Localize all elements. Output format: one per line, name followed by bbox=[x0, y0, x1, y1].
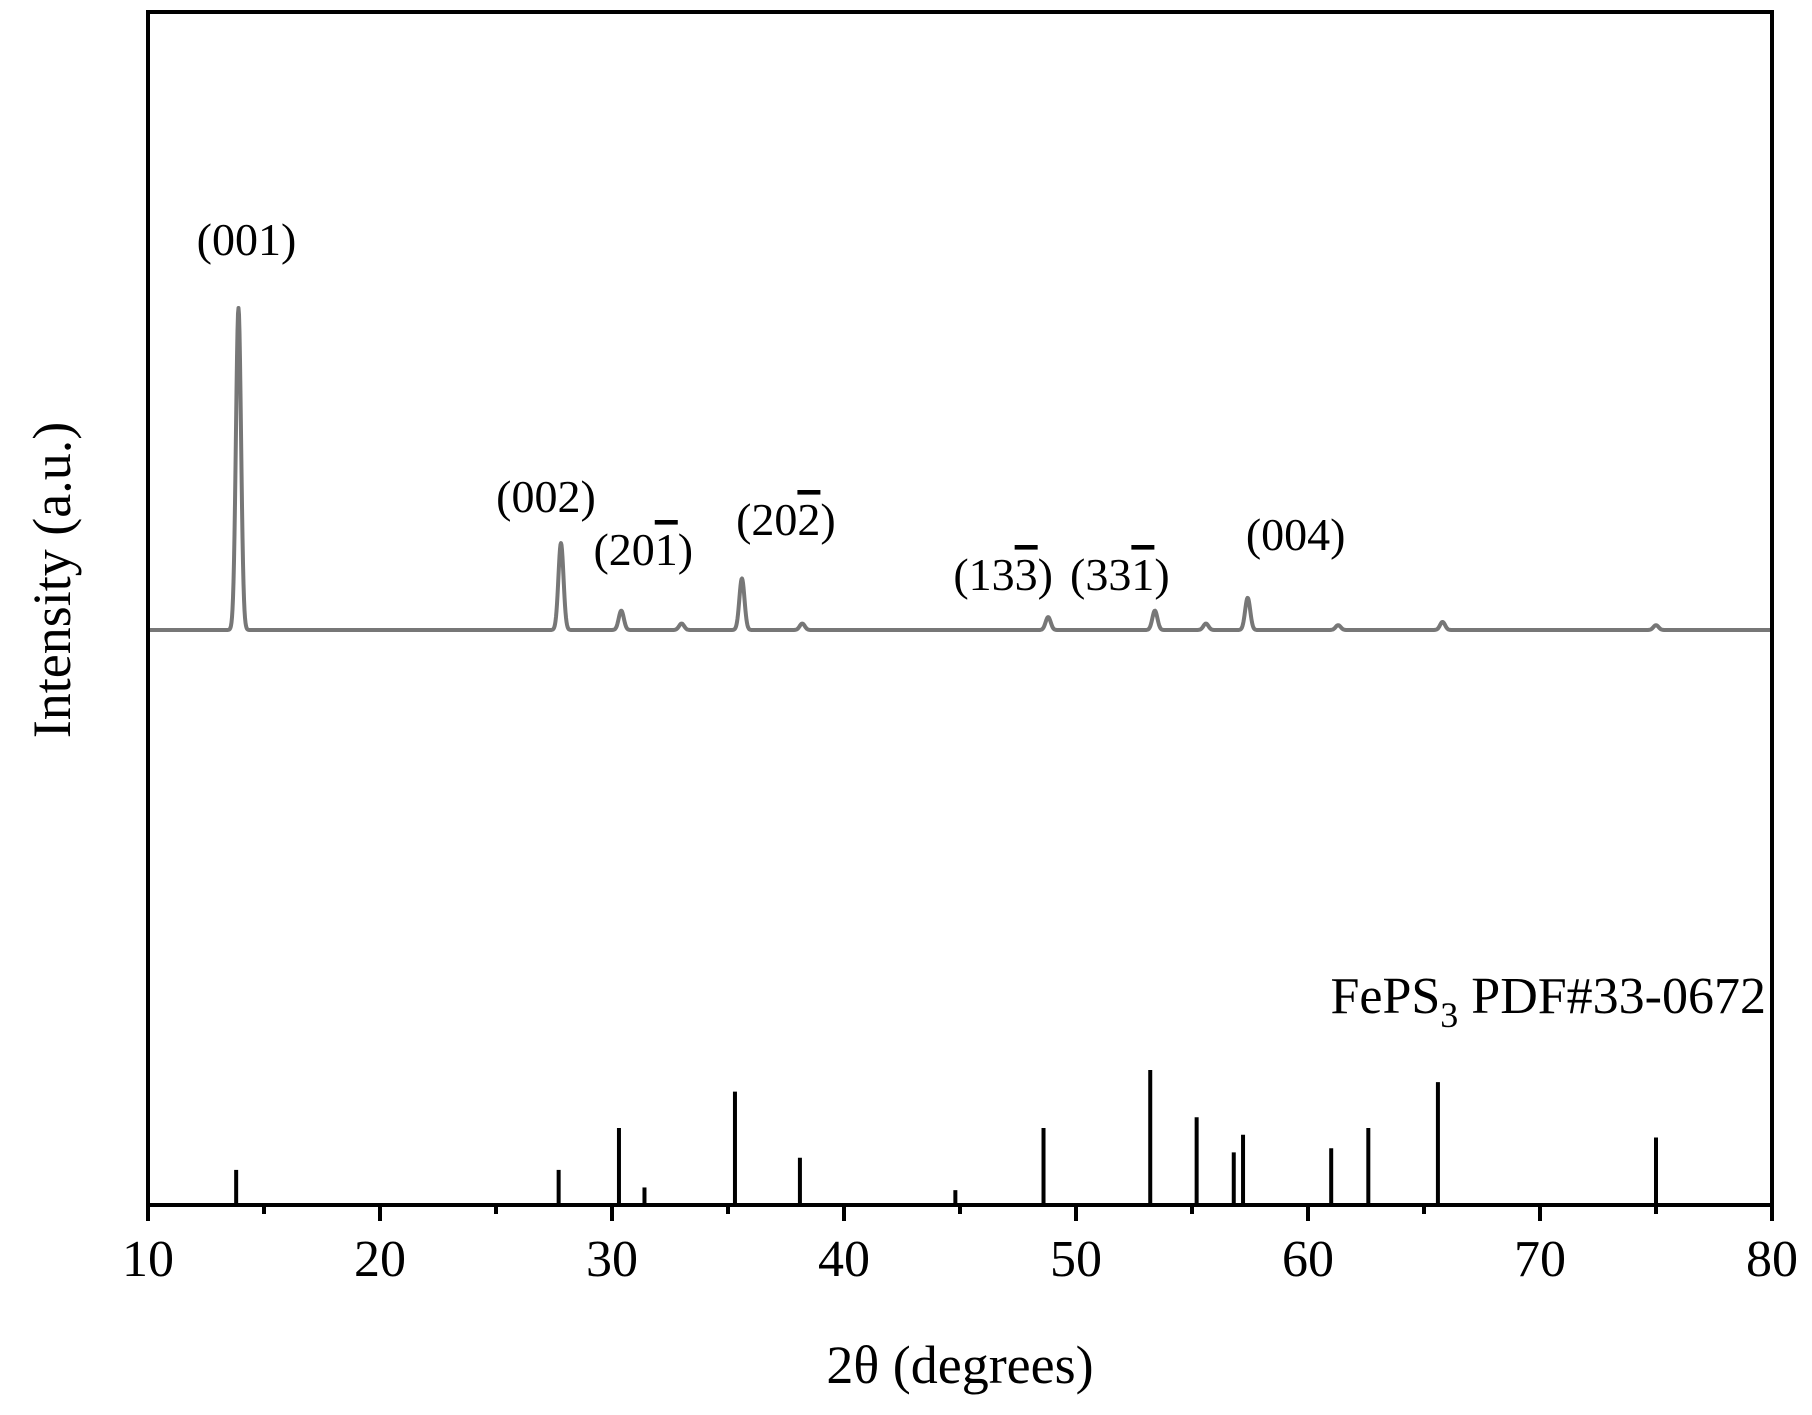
pattern-line bbox=[146, 306, 1774, 632]
peak-label-4: (202) bbox=[736, 494, 836, 545]
peak-label-7: (331) bbox=[1070, 549, 1170, 600]
reference-label-text: FePS3 PDF#33-0672 bbox=[1330, 968, 1766, 1035]
peak-label-2: (201) bbox=[593, 524, 693, 575]
x-tick-label-40: 40 bbox=[818, 1231, 870, 1288]
x-tick-label-20: 20 bbox=[354, 1231, 406, 1288]
reference-label: FePS3 PDF#33-0672 bbox=[1330, 968, 1766, 1035]
reference-lines bbox=[234, 1070, 1658, 1205]
x-tick-label-60: 60 bbox=[1282, 1231, 1334, 1288]
x-axis-label: 2θ (degrees) bbox=[826, 1335, 1093, 1395]
peak-label-1: (002) bbox=[496, 471, 596, 522]
peak-label-6: (133) bbox=[953, 549, 1053, 600]
peak-label-9: (004) bbox=[1246, 509, 1346, 560]
x-axis: 10 20 30 40 50 60 70 80 bbox=[122, 1205, 1798, 1288]
x-tick-label-10: 10 bbox=[122, 1231, 174, 1288]
y-axis-label: Intensity (a.u.) bbox=[22, 422, 82, 738]
peak-label-0: (001) bbox=[197, 214, 297, 265]
measured-pattern bbox=[146, 306, 1774, 632]
x-tick-label-70: 70 bbox=[1514, 1231, 1566, 1288]
x-tick-label-30: 30 bbox=[586, 1231, 638, 1288]
x-tick-label-50: 50 bbox=[1050, 1231, 1102, 1288]
peak-annotations: (001) (002)(201) (202) (133) (331) (004) bbox=[197, 214, 1346, 600]
plot-frame bbox=[146, 10, 1774, 1207]
x-tick-label-80: 80 bbox=[1746, 1231, 1798, 1288]
